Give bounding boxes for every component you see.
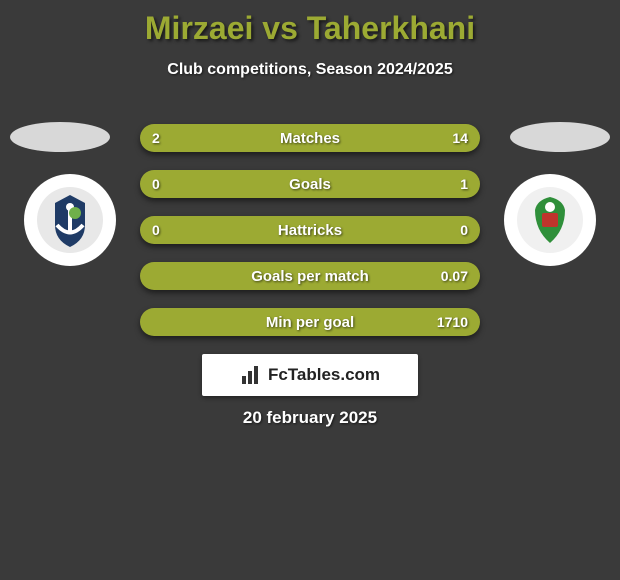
stat-value-right: 0.07: [441, 262, 468, 290]
stat-value-right: 1: [460, 170, 468, 198]
stat-label: Matches: [140, 124, 480, 152]
stat-bar: Hattricks0 0: [140, 216, 480, 244]
stat-bars: Matches214Goals01Hattricks00Goals per ma…: [140, 124, 480, 354]
stat-value-left: 2: [152, 124, 160, 152]
stat-label: Goals per match: [140, 262, 480, 290]
comparison-card: Mirzaei vs Taherkhani Club competitions,…: [0, 0, 620, 580]
branding-text: FcTables.com: [268, 365, 380, 385]
stat-bar: Goals per match0.07: [140, 262, 480, 290]
stat-value-right: 14: [452, 124, 468, 152]
page-title: Mirzaei vs Taherkhani: [0, 0, 620, 47]
player-left-crest: [24, 174, 116, 266]
anchor-crest-icon: [35, 185, 105, 255]
stat-label: Hattricks: [140, 216, 480, 244]
chart-icon: [240, 364, 262, 386]
stat-bar: Min per goal1710: [140, 308, 480, 336]
stat-value-left: 0: [152, 216, 160, 244]
player-right-avatar: [510, 122, 610, 152]
stat-value-right: 0: [460, 216, 468, 244]
player-left-avatar: [10, 122, 110, 152]
stat-value-left: 0: [152, 170, 160, 198]
shield-crest-icon: [515, 185, 585, 255]
subtitle: Club competitions, Season 2024/2025: [0, 61, 620, 79]
stat-label: Min per goal: [140, 308, 480, 336]
stat-bar: Goals0 1: [140, 170, 480, 198]
stat-label: Goals: [140, 170, 480, 198]
date-text: 20 february 2025: [0, 408, 620, 428]
stat-bar: Matches2 14: [140, 124, 480, 152]
player-right-crest: [504, 174, 596, 266]
branding-badge: FcTables.com: [202, 354, 418, 396]
stat-value-right: 1710: [437, 308, 468, 336]
